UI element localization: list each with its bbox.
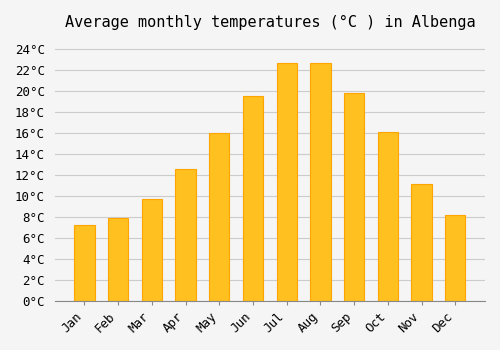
Bar — [176, 169, 196, 301]
Bar — [243, 96, 263, 301]
Bar — [378, 132, 398, 301]
Bar — [142, 199, 162, 301]
Bar — [445, 215, 466, 301]
Bar — [344, 93, 364, 301]
Bar — [108, 218, 128, 301]
Bar — [276, 63, 297, 301]
Bar — [209, 133, 230, 301]
Title: Average monthly temperatures (°C ) in Albenga: Average monthly temperatures (°C ) in Al… — [64, 15, 475, 30]
Bar — [310, 63, 330, 301]
Bar — [412, 184, 432, 301]
Bar — [74, 225, 94, 301]
